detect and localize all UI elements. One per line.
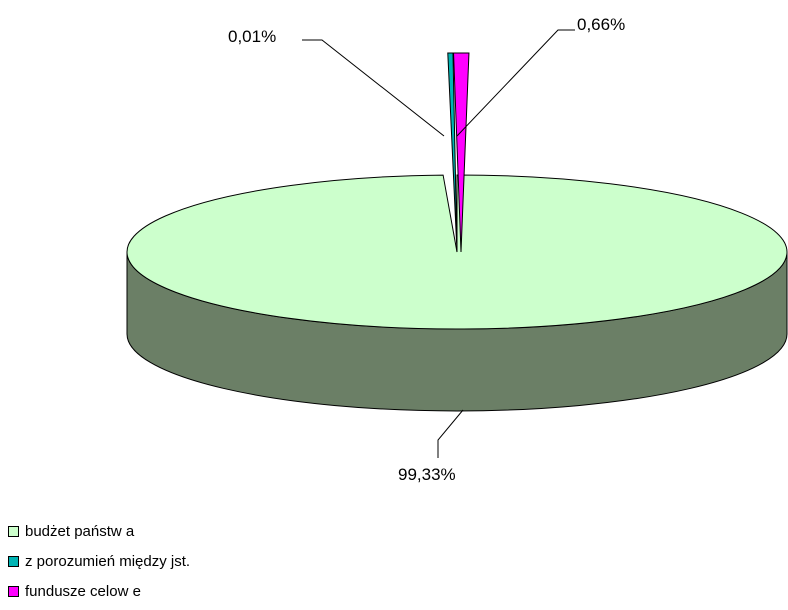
pie-chart: 99,33% 0,01% 0,66%: [126, 15, 788, 484]
leader-line-2: [456, 29, 575, 137]
legend-label: fundusze celow e: [25, 582, 141, 600]
leader-line-1: [302, 39, 445, 137]
legend-label: budżet państw a: [25, 522, 135, 540]
legend-label: z porozumień między jst.: [25, 552, 191, 570]
data-label-2: 0,66%: [577, 15, 625, 34]
leader-line-0: [437, 409, 464, 458]
data-label-0: 99,33%: [398, 465, 456, 484]
legend-item: budżet państw a: [8, 516, 190, 546]
data-label-1: 0,01%: [228, 27, 276, 46]
legend-swatch: [8, 585, 19, 597]
legend-swatch: [8, 525, 19, 537]
pie-slice-1: [447, 52, 458, 253]
pie-slice-2: [453, 52, 470, 253]
pie-tops: [126, 52, 788, 330]
legend-item: fundusze celow e: [8, 576, 190, 606]
legend: budżet państw a z porozumień między jst.…: [8, 516, 190, 606]
leader-lines: [302, 29, 575, 458]
legend-swatch: [8, 555, 19, 567]
legend-item: z porozumień między jst.: [8, 546, 190, 576]
